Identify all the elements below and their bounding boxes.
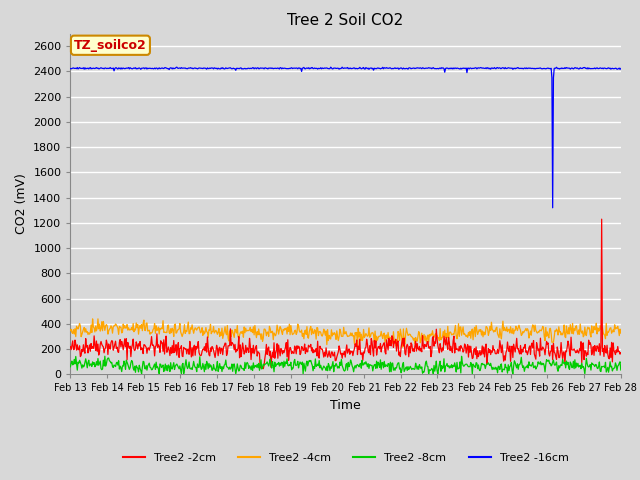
Y-axis label: CO2 (mV): CO2 (mV) <box>15 174 28 234</box>
Legend: Tree2 -2cm, Tree2 -4cm, Tree2 -8cm, Tree2 -16cm: Tree2 -2cm, Tree2 -4cm, Tree2 -8cm, Tree… <box>118 448 573 467</box>
X-axis label: Time: Time <box>330 399 361 412</box>
Title: Tree 2 Soil CO2: Tree 2 Soil CO2 <box>287 13 404 28</box>
Text: TZ_soilco2: TZ_soilco2 <box>74 39 147 52</box>
